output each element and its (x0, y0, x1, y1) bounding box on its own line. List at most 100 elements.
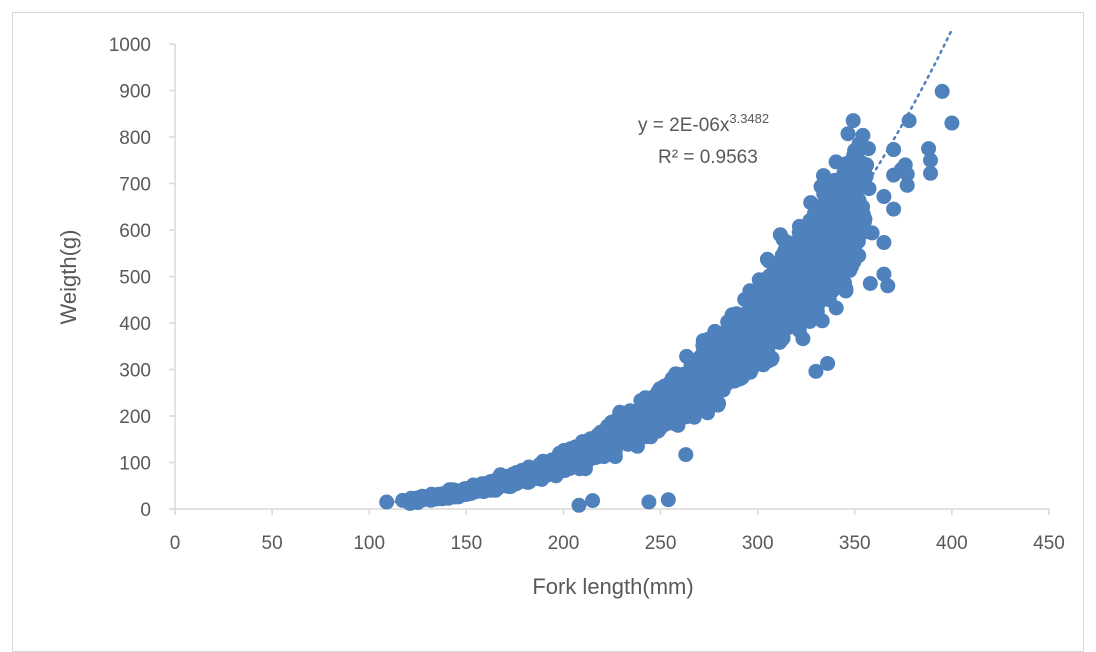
data-point (864, 225, 880, 241)
data-point (664, 382, 680, 398)
y-tick-label: 300 (119, 361, 151, 382)
data-point (633, 393, 649, 409)
r-squared-label: R² = 0.9563 (658, 147, 758, 168)
data-point (733, 365, 749, 381)
data-point (726, 351, 742, 367)
y-tick-label: 0 (140, 500, 151, 521)
data-point (742, 300, 758, 316)
data-point (845, 113, 861, 129)
data-point (670, 405, 686, 421)
data-point (862, 275, 878, 291)
data-point (755, 282, 771, 298)
data-point (923, 152, 939, 168)
x-tick-label: 50 (262, 533, 283, 554)
data-point (876, 189, 892, 205)
data-point (764, 304, 780, 320)
data-point (934, 83, 950, 99)
data-point (921, 141, 937, 157)
data-point (469, 483, 485, 499)
data-point (923, 165, 939, 181)
x-tick-label: 100 (353, 533, 385, 554)
y-tick-label: 600 (119, 221, 151, 242)
x-tick-label: 200 (548, 533, 580, 554)
data-point (855, 199, 871, 215)
x-tick-label: 250 (645, 533, 677, 554)
data-point (615, 431, 631, 446)
y-tick-label: 700 (119, 175, 151, 196)
data-point (513, 466, 529, 482)
data-point (603, 414, 619, 430)
data-point (880, 278, 896, 294)
data-point (756, 348, 772, 364)
y-tick-label: 800 (119, 128, 151, 149)
trendline-equation: y = 2E-06x3.3482 (638, 111, 769, 136)
data-point (876, 266, 892, 282)
x-tick-label: 0 (170, 533, 181, 554)
data-point (711, 395, 727, 411)
data-point (825, 281, 841, 297)
data-point (711, 344, 727, 360)
data-point (581, 432, 597, 448)
y-tick-label: 400 (119, 314, 151, 335)
data-point (808, 234, 824, 250)
data-point (804, 310, 820, 326)
data-point (641, 494, 657, 510)
data-point (652, 409, 668, 425)
data-point (732, 309, 748, 325)
y-tick-label: 1000 (109, 35, 151, 56)
data-point (944, 115, 960, 131)
data-point (679, 348, 695, 364)
x-tick-label: 450 (1033, 533, 1065, 554)
data-point (807, 247, 823, 263)
data-point (811, 270, 827, 286)
y-tick-label: 200 (119, 407, 151, 428)
data-point (808, 363, 824, 379)
data-point (571, 497, 587, 513)
data-point (819, 186, 835, 202)
data-point (844, 155, 860, 171)
data-point (803, 293, 818, 309)
data-point (734, 337, 750, 353)
data-point (410, 494, 426, 510)
data-point (857, 164, 873, 180)
data-point (876, 235, 892, 251)
data-point (759, 251, 775, 267)
data-point (626, 411, 641, 427)
trendline (387, 28, 954, 504)
x-tick-label: 150 (450, 533, 482, 554)
data-point (791, 224, 807, 240)
data-point (666, 371, 682, 387)
y-tick-label: 900 (119, 82, 151, 103)
x-tick-label: 350 (839, 533, 871, 554)
data-point (901, 113, 917, 129)
data-point (767, 332, 783, 348)
x-tick-label: 300 (742, 533, 774, 554)
data-point (429, 491, 445, 507)
y-tick-label: 100 (119, 454, 151, 475)
data-point (638, 407, 654, 423)
data-point (886, 201, 902, 217)
scatter-chart: 0 50 100 150 200 250 300 350 400 450 0 100 200 300 400… (56, 28, 1065, 599)
data-point (678, 447, 694, 463)
data-point (899, 177, 915, 193)
data-point (591, 444, 607, 460)
labels: y = 2E-06x3.3482 R² = 0.9563 Fork length… (56, 111, 769, 599)
data-point (769, 318, 785, 334)
data-point (830, 179, 846, 195)
data-point (827, 232, 843, 248)
data-point (660, 492, 676, 508)
data-point (819, 249, 834, 265)
trendline-path (387, 28, 954, 504)
data-point (833, 265, 848, 281)
data-point (683, 395, 699, 410)
data-point (838, 283, 854, 299)
data-point (612, 404, 628, 420)
data-point (379, 494, 395, 510)
y-tick-label: 500 (119, 268, 151, 289)
data-point (709, 362, 725, 378)
data-point (720, 314, 736, 330)
data-point (822, 199, 838, 214)
axes: 0 50 100 150 200 250 300 350 400 450 0 100 200 300 400… (109, 35, 1065, 554)
x-tick-label: 400 (936, 533, 968, 554)
data-point (816, 168, 831, 184)
